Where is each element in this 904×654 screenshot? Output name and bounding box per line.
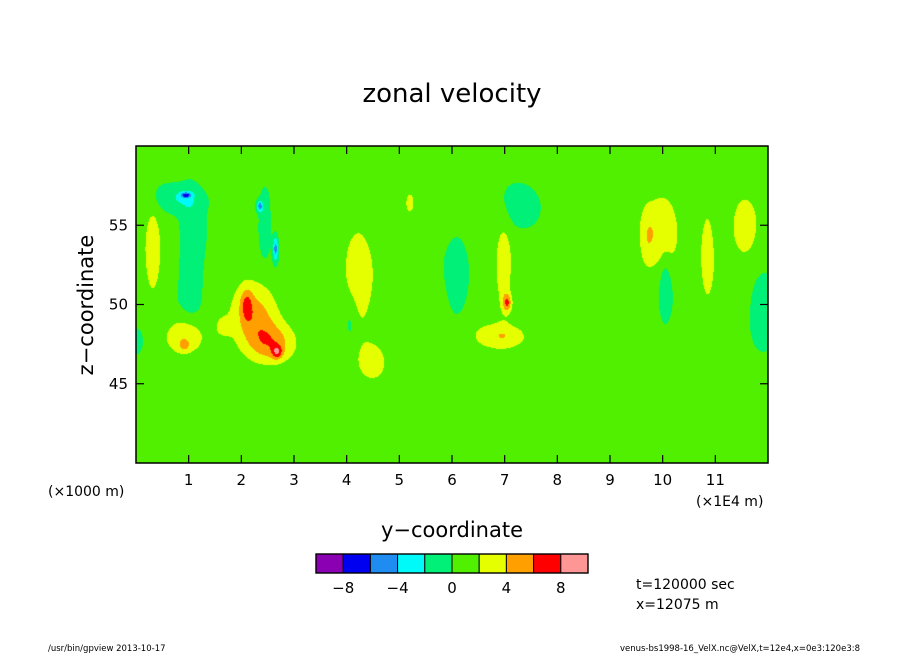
colorbar-swatch bbox=[533, 553, 562, 574]
colorbar-swatch bbox=[369, 553, 399, 574]
x-tick-label: 9 bbox=[605, 471, 615, 489]
x-axis-unit-left: (×1000 m) bbox=[48, 484, 124, 500]
footer-left: /usr/bin/gpview 2013-10-17 bbox=[48, 644, 166, 654]
colorbar-swatch bbox=[397, 553, 426, 574]
y-axis-ticks: 45 50 55 bbox=[109, 216, 768, 393]
x-tick-label: 10 bbox=[653, 471, 672, 489]
colorbar-frame bbox=[315, 553, 589, 574]
colorbar-swatch bbox=[505, 553, 535, 574]
footer-right: venus-bs1998-16_VelX.nc@VelX,t=12e4,x=0e… bbox=[620, 644, 860, 654]
x-tick-label: 1 bbox=[184, 471, 194, 489]
x-axis-label: y−coordinate bbox=[381, 518, 523, 542]
y-axis-label: z−coordinate bbox=[74, 235, 98, 376]
x-tick-label: 8 bbox=[553, 471, 563, 489]
colorbar-swatch bbox=[315, 553, 344, 574]
x-tick-label: 4 bbox=[342, 471, 352, 489]
chart-title: zonal velocity bbox=[362, 79, 541, 109]
position-label: x=12075 m bbox=[636, 597, 719, 613]
colorbar-swatch bbox=[451, 553, 480, 574]
time-label: t=120000 sec bbox=[636, 577, 735, 593]
heatmap-field bbox=[136, 146, 768, 463]
colorbar-tick-label: 4 bbox=[502, 579, 512, 597]
y-tick-label: 45 bbox=[109, 375, 128, 393]
y-tick-label: 50 bbox=[109, 296, 128, 314]
colorbar-tick-label: 0 bbox=[447, 579, 457, 597]
x-axis-unit-right: (×1E4 m) bbox=[696, 494, 763, 510]
x-tick-label: 6 bbox=[447, 471, 457, 489]
x-tick-label: 5 bbox=[395, 471, 405, 489]
colorbar-swatch bbox=[424, 553, 453, 574]
x-tick-label: 2 bbox=[237, 471, 247, 489]
colorbar-swatch bbox=[478, 553, 507, 574]
x-axis-ticks: 1 2 3 4 5 6 7 8 9 10 11 bbox=[184, 146, 725, 489]
x-tick-label: 11 bbox=[706, 471, 725, 489]
x-tick-label: 3 bbox=[289, 471, 299, 489]
y-tick-label: 55 bbox=[109, 216, 128, 234]
x-tick-label: 7 bbox=[500, 471, 510, 489]
colorbar: −8 −4 0 4 8 bbox=[315, 553, 589, 597]
colorbar-swatch bbox=[560, 553, 589, 574]
colorbar-tick-label: −4 bbox=[387, 579, 409, 597]
colorbar-tick-label: −8 bbox=[332, 579, 354, 597]
colorbar-swatch bbox=[342, 553, 371, 574]
colorbar-tick-label: 8 bbox=[556, 579, 566, 597]
